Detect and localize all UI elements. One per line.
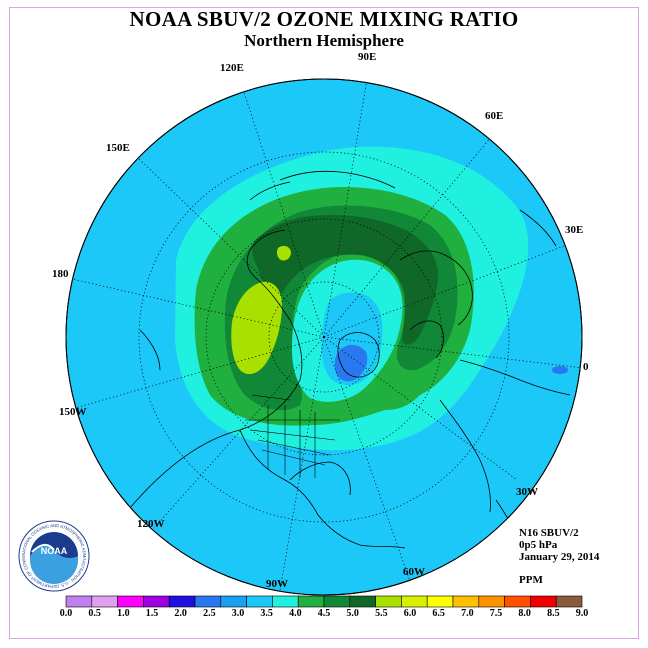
coastlines (119, 170, 571, 561)
colorbar-tick-label: 9.0 (575, 608, 589, 619)
units-label: PPM (519, 574, 543, 586)
colorbar-tick-label: 4.5 (317, 608, 331, 619)
colorbar-swatch (375, 595, 402, 608)
lon-label-30e: 30E (565, 224, 584, 236)
contour-spot-5p5 (277, 245, 291, 261)
lon-label-30w: 30W (516, 486, 538, 498)
colorbar-swatch (65, 595, 93, 608)
lon-label-90w: 90W (266, 578, 288, 590)
meridians (67, 79, 582, 595)
lon-label-150w: 150W (59, 406, 87, 418)
colorbar-swatch (478, 595, 505, 608)
lon-label-120e: 120E (220, 62, 244, 74)
latitude-circles (138, 151, 510, 523)
colorbar-swatch (349, 595, 376, 608)
colorbar (65, 595, 583, 608)
logo-text: NOAA (41, 546, 68, 556)
colorbar-tick-label: 1.5 (145, 608, 159, 619)
lon-label-60w: 60W (403, 566, 425, 578)
colorbar-swatch (272, 595, 299, 608)
colorbar-tick-label: 6.0 (403, 608, 417, 619)
contour-core-2p5 (334, 344, 368, 382)
figure-frame (9, 7, 639, 639)
page-subtitle: Northern Hemisphere (244, 31, 404, 50)
colorbar-swatch (323, 595, 351, 608)
colorbar-swatch (220, 595, 247, 608)
colorbar-tick-label: 7.0 (461, 608, 474, 619)
colorbar-swatch (297, 595, 325, 608)
colorbar-tick-label: 8.0 (518, 608, 531, 619)
lon-label-60e: 60E (485, 110, 504, 122)
colorbar-swatch (426, 595, 454, 608)
colorbar-tick-label: 7.5 (489, 608, 503, 619)
colorbar-swatch (401, 595, 428, 608)
contour-lobe-5p5 (231, 281, 282, 375)
colorbar-swatch (504, 595, 531, 608)
colorbar-swatch (555, 595, 583, 608)
colorbar-tick-label: 5.0 (346, 608, 359, 619)
colorbar-swatch (194, 595, 222, 608)
colorbar-swatch (168, 595, 196, 608)
lon-label-0: 0 (583, 361, 589, 373)
colorbar-tick-label: 3.5 (260, 608, 273, 619)
colorbar-tick-label: 0.5 (88, 608, 101, 619)
colorbar-tick-label: 4.0 (289, 608, 302, 619)
instrument-label: N16 SBUV/2 (519, 527, 579, 539)
political-boundaries (245, 394, 340, 478)
colorbar-tick-label: 2.5 (203, 608, 216, 619)
colorbar-tick-label: 0.0 (59, 608, 73, 619)
noaa-logo: NOAA NATIONAL OCEANIC AND ATMOSPHERIC AD… (18, 520, 90, 592)
contour-spot-2p5 (552, 366, 568, 374)
lon-label-180: 180 (52, 268, 69, 280)
colorbar-tick-label: 3.0 (231, 608, 245, 619)
page-title: NOAA SBUV/2 OZONE MIXING RATIO (129, 7, 519, 31)
colorbar-swatch (452, 595, 480, 608)
colorbar-tick-label: 6.5 (432, 608, 445, 619)
contour-band-5p0 (252, 215, 439, 345)
lon-label-150e: 150E (106, 142, 130, 154)
colorbar-tick-label: 1.0 (117, 608, 130, 619)
colorbar-tick-label: 5.5 (375, 608, 388, 619)
colorbar-tick-label: 8.5 (547, 608, 560, 619)
date-label: January 29, 2014 (519, 551, 600, 563)
colorbar-swatch (246, 595, 273, 608)
lon-label-90e: 90E (358, 51, 377, 63)
colorbar-swatch (143, 595, 170, 608)
colorbar-swatch (117, 595, 144, 608)
colorbar-tick-label: 2.0 (174, 608, 187, 619)
colorbar-swatch (91, 595, 118, 608)
colorbar-swatch (530, 595, 557, 608)
level-label: 0p5 hPa (519, 539, 558, 551)
lon-label-120w: 120W (137, 518, 165, 530)
